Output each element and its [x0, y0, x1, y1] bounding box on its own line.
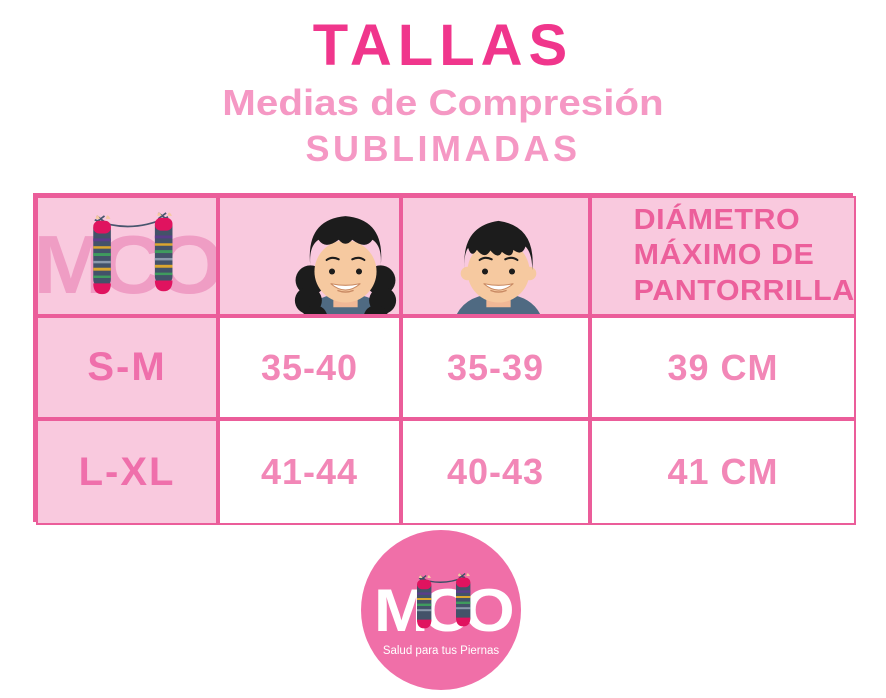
svg-text:Salud para tus Piernas: Salud para tus Piernas [383, 645, 500, 657]
svg-text:MCO: MCO [374, 578, 513, 645]
svg-text:MCO: MCO [38, 220, 216, 311]
